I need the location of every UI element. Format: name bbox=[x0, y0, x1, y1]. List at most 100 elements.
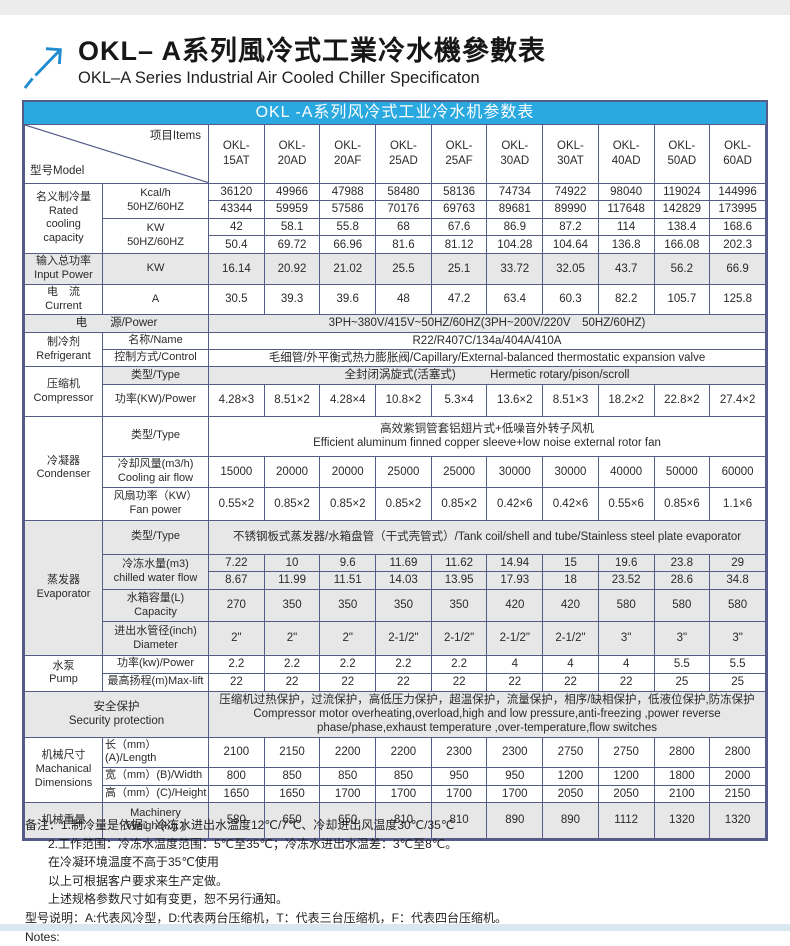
row-label-height: 高（mm）(C)/Height bbox=[102, 784, 209, 803]
table-row: 名义制冷量 Rated cooling capacity Kcal/h 50HZ… bbox=[24, 182, 766, 255]
row-label-pump-power: 功率(kw)/Power bbox=[102, 655, 209, 674]
value-cell: 21.02 bbox=[319, 253, 377, 285]
table-row: 安全保护 Security protection 压缩机过热保护，过流保护，高低… bbox=[24, 690, 766, 738]
note-line: 以上可根据客户要求来生产定做。 bbox=[48, 873, 229, 888]
value-cell: 1200 bbox=[597, 767, 655, 786]
arrow-logo-icon bbox=[23, 47, 62, 89]
row-label-kw: KW 50HZ/60HZ bbox=[102, 217, 209, 255]
value-cell: 69763 bbox=[430, 199, 488, 219]
value-cell: 25000 bbox=[430, 455, 488, 488]
value-cell: 0.55×2 bbox=[208, 486, 265, 521]
value-cell: 2150 bbox=[263, 736, 321, 769]
row-label-max-lift: 最高扬程(m)Max-lift bbox=[102, 672, 209, 692]
table-row: 功率(KW)/Power 4.28×3 8.51×2 4.28×4 10.8×2 5.3… bbox=[25, 383, 766, 417]
value-cell: 1650 bbox=[263, 784, 321, 803]
value-cell: 8.67 bbox=[208, 571, 265, 591]
value-cell: 0.42×6 bbox=[486, 486, 544, 521]
value-cell: 14.03 bbox=[375, 571, 432, 591]
value-cell: 60.3 bbox=[542, 283, 599, 316]
value-cell: 2" bbox=[263, 621, 321, 657]
value-cell: 2000 bbox=[709, 767, 766, 786]
table-row: 高（mm）(C)/Height 1650 1650 1700 1700 1700 1700… bbox=[25, 784, 766, 803]
value-cell: OKL- 50AD bbox=[653, 124, 711, 184]
value-cell: 13.6×2 bbox=[486, 383, 544, 417]
value-cell: 27.4×2 bbox=[709, 383, 766, 417]
value-cell: 2100 bbox=[653, 784, 711, 803]
value-cell: 25000 bbox=[375, 455, 432, 488]
spec-table: 型号Model 项目Items OKL- 15AT OKL- 20AD OKL- 2… bbox=[24, 124, 766, 839]
value-cell: 11.99 bbox=[263, 571, 321, 591]
value-cell: OKL- 40AD bbox=[597, 124, 655, 184]
value-cell: 104.28 bbox=[486, 235, 544, 255]
row-label-weight-en: Machinery Weight(Kg ) bbox=[102, 801, 209, 839]
value-cell: 2800 bbox=[709, 736, 766, 769]
value-cell: 68 bbox=[375, 217, 432, 237]
value-cell: 1700 bbox=[430, 784, 488, 803]
value-cell: 40000 bbox=[597, 455, 655, 488]
security-value: 压缩机过热保护，过流保护，高低压力保护，超温保护，流量保护，相序/缺相保护，低液… bbox=[208, 690, 766, 738]
value-cell: 8.51×2 bbox=[263, 383, 321, 417]
value-cell: 70176 bbox=[375, 199, 432, 219]
group-label-refrigerant: 制冷剂 Refrigerant bbox=[24, 331, 103, 368]
value-cell: 15000 bbox=[208, 455, 265, 488]
value-cell: 9.6 bbox=[319, 553, 377, 573]
value-cell: 114 bbox=[597, 217, 655, 237]
corner-items-label: 项目Items bbox=[149, 130, 201, 142]
value-cell: 60000 bbox=[709, 455, 766, 488]
value-cell: 25.5 bbox=[375, 253, 432, 285]
table-row: 水箱容量(L) Capacity 270 350 350 350 350 420 420 58… bbox=[25, 589, 766, 623]
note-line: 型号说明：A:代表风冷型，D:代表两台压缩机，T：代表三台压缩机，F：代表四台压… bbox=[25, 910, 508, 925]
value-cell: 2200 bbox=[375, 736, 432, 769]
value-cell: 33.72 bbox=[486, 253, 544, 285]
group-label-pump: 水泵 Pump bbox=[24, 655, 103, 692]
value-cell: 4.28×4 bbox=[319, 383, 377, 417]
value-cell: 2750 bbox=[542, 736, 599, 769]
value-cell: 39.6 bbox=[319, 283, 377, 316]
value-cell: 1200 bbox=[542, 767, 599, 786]
row-label-weight-zh: 机械重量 bbox=[24, 801, 103, 839]
value-cell: 2800 bbox=[653, 736, 711, 769]
value-cell: 69.72 bbox=[263, 235, 321, 255]
notes-block: 备注：1.制冷量是依据：冷冻水进出水温度12℃/7℃、冷却进出风温度30℃/35… bbox=[25, 816, 765, 946]
value-cell: 2150 bbox=[709, 784, 766, 803]
value-cell: 30.5 bbox=[208, 283, 265, 316]
value-cell: 0.85×6 bbox=[653, 486, 711, 521]
value-cell: 2750 bbox=[597, 736, 655, 769]
value-cell: 10 bbox=[263, 553, 321, 573]
page-subtitle: OKL–A Series Industrial Air Cooled Chill… bbox=[78, 69, 480, 88]
value-cell: 25 bbox=[653, 672, 711, 692]
refrigerant-name-value: R22/R407C/134a/404A/410A bbox=[208, 331, 766, 351]
row-label-chilled-water: 冷冻水量(m3) chilled water flow bbox=[102, 553, 209, 591]
value-cell: 22 bbox=[597, 672, 655, 692]
value-cell: 15 bbox=[542, 553, 599, 573]
corner-cell: 型号Model 项目Items bbox=[24, 124, 209, 184]
value-cell: 22 bbox=[486, 672, 544, 692]
value-cell: 2.2 bbox=[430, 655, 488, 674]
value-cell: 580 bbox=[653, 589, 711, 623]
value-cell: 17.93 bbox=[486, 571, 544, 591]
value-cell: 2" bbox=[319, 621, 377, 657]
value-cell: 81.12 bbox=[430, 235, 488, 255]
value-cell: 22 bbox=[375, 672, 432, 692]
value-cell: 11.69 bbox=[375, 553, 432, 573]
value-cell: 29 bbox=[709, 553, 766, 573]
value-cell: 82.2 bbox=[597, 283, 655, 316]
bottom-strip bbox=[0, 924, 790, 931]
value-cell: 1.1×6 bbox=[709, 486, 766, 521]
value-cell: 59959 bbox=[263, 199, 321, 219]
value-cell: 89990 bbox=[542, 199, 599, 219]
value-cell: 950 bbox=[430, 767, 488, 786]
row-label-evaporator-type: 类型/Type bbox=[102, 519, 209, 555]
value-cell: 1320 bbox=[709, 801, 766, 839]
value-cell: 1700 bbox=[486, 784, 544, 803]
value-cell: 270 bbox=[208, 589, 265, 623]
value-cell: 66.96 bbox=[319, 235, 377, 255]
value-cell: 22.8×2 bbox=[653, 383, 711, 417]
value-cell: 49966 bbox=[263, 182, 321, 201]
value-cell: 22 bbox=[263, 672, 321, 692]
refrigerant-control-value: 毛细管/外平衡式热力膨胀阀/Capillary/External-balance… bbox=[208, 348, 766, 368]
value-cell: 3" bbox=[653, 621, 711, 657]
value-cell: 142829 bbox=[653, 199, 711, 219]
row-label-compressor-power: 功率(KW)/Power bbox=[102, 383, 209, 417]
group-label-dimensions: 机械尺寸 Machanical Dimensions bbox=[24, 736, 103, 803]
